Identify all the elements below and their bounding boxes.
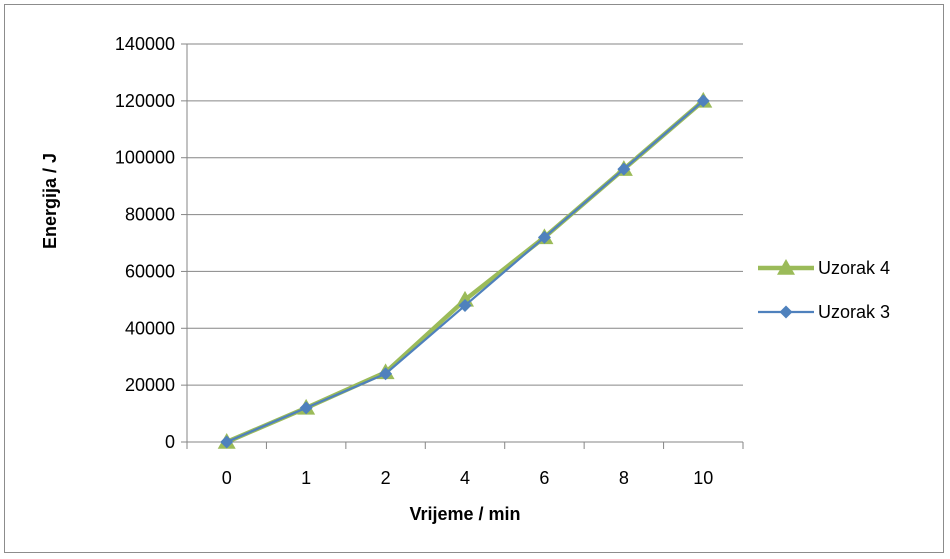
axes (181, 43, 744, 449)
y-axis-title: Energija / J (40, 153, 60, 249)
y-tick-label: 0 (165, 432, 175, 452)
x-tick-label: 1 (301, 468, 311, 488)
data-point-marker (696, 94, 710, 108)
data-point-marker (379, 367, 393, 381)
legend-label: Uzorak 3 (818, 302, 890, 322)
y-tick-label: 60000 (125, 261, 175, 281)
x-tick-label: 6 (539, 468, 549, 488)
y-tick-label: 140000 (115, 34, 175, 54)
x-tick-labels: 0 1 2 4 6 8 10 (222, 468, 714, 488)
y-tick-label: 120000 (115, 91, 175, 111)
y-tick-label: 80000 (125, 205, 175, 225)
legend: Uzorak 4 Uzorak 3 (758, 258, 890, 322)
data-point-marker (617, 162, 631, 176)
x-tick-label: 2 (381, 468, 391, 488)
data-point-marker (220, 435, 234, 449)
y-tick-labels: 0 20000 40000 60000 80000 100000 120000 140000 (115, 34, 175, 452)
legend-label: Uzorak 4 (818, 258, 890, 278)
y-tick-label: 40000 (125, 318, 175, 338)
data-point-marker (299, 401, 313, 415)
diamond-marker-icon (779, 305, 793, 319)
x-tick-label: 8 (619, 468, 629, 488)
gridlines (187, 43, 743, 386)
x-tick-label: 10 (693, 468, 713, 488)
x-axis-title: Vrijeme / min (409, 504, 520, 524)
triangle-marker-icon (777, 259, 795, 275)
data-point-marker (537, 230, 551, 244)
series-uzorak-4 (217, 91, 713, 449)
series-layer (217, 91, 713, 449)
legend-item: Uzorak 4 (758, 258, 890, 278)
chart-frame (4, 4, 944, 553)
legend-item: Uzorak 3 (758, 302, 890, 322)
data-point-marker (458, 299, 472, 313)
y-tick-label: 20000 (125, 375, 175, 395)
x-tick-label: 0 (222, 468, 232, 488)
series-uzorak-3 (220, 94, 710, 449)
x-tick-label: 4 (460, 468, 470, 488)
y-tick-label: 100000 (115, 148, 175, 168)
